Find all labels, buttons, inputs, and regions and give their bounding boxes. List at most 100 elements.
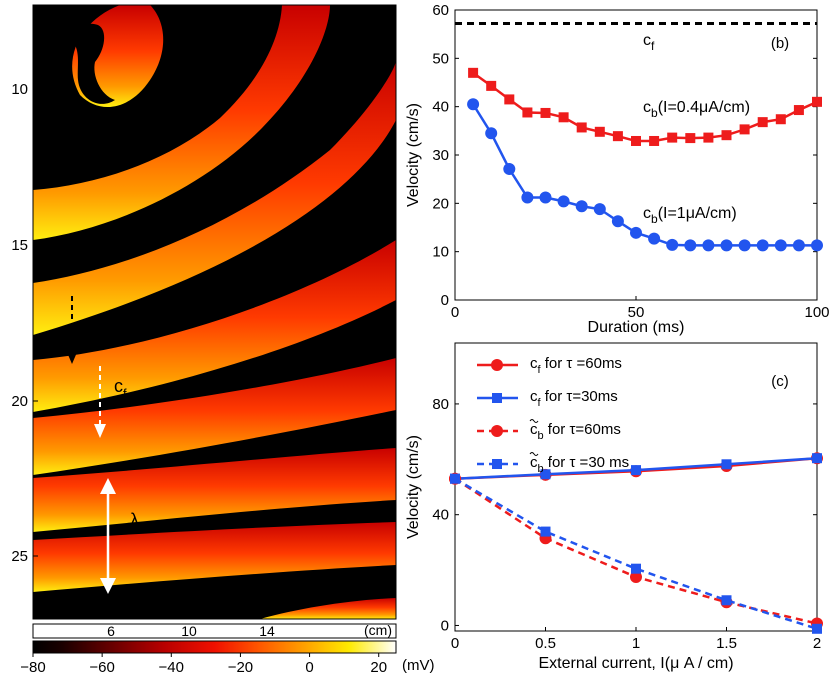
data-marker-square <box>631 563 641 574</box>
distance-strip <box>32 623 397 639</box>
wave-band-4 <box>33 448 396 532</box>
panel-c-y-tick-label: 40 <box>432 507 449 524</box>
lambda-arrow-head-top <box>100 478 116 494</box>
data-marker-square <box>594 126 605 137</box>
data-marker-square <box>540 526 551 537</box>
panel-c-xlabel: External current, I(μ A / cm) <box>538 655 733 672</box>
panel-b-y-tick-label: 40 <box>432 99 449 116</box>
data-marker-square <box>649 135 660 146</box>
data-marker-circle <box>521 191 534 204</box>
data-marker-circle <box>684 239 697 252</box>
data-marker-square <box>540 469 551 480</box>
cf-arrow-head <box>94 424 106 438</box>
panel-c-axes: 0 40 80 0 0.5 1 1.5 2 <box>432 396 821 652</box>
data-marker-square <box>504 94 515 105</box>
panel-c-label: (c) <box>771 373 789 390</box>
data-marker-square <box>492 459 502 469</box>
data-marker-circle <box>630 226 642 239</box>
spiral-tip <box>74 23 115 104</box>
tilde-mark <box>529 452 539 456</box>
data-marker-circle <box>720 239 733 252</box>
panel-c-frame <box>454 342 818 632</box>
panel-a-y-ticks: 10 15 20 25 <box>11 81 38 565</box>
data-marker-square <box>468 67 479 78</box>
panel-a-y-tick-label: 15 <box>11 237 28 254</box>
wave-band-2 <box>33 240 396 412</box>
data-marker-square <box>631 135 641 146</box>
panel-a: (a) 10 15 20 25 cb cf λ 6 10 14 (cm) −80 −60 −4… <box>11 4 435 676</box>
panel-a-x-tick-label: 6 <box>107 623 115 639</box>
panel-c-x-tick-label: 1.5 <box>716 635 737 652</box>
data-marker-square <box>793 105 804 116</box>
panel-b-ylabel: Velocity (cm/s) <box>405 103 422 207</box>
panel-b-y-tick-label: 60 <box>432 2 449 19</box>
cf-annotation: cf <box>114 376 127 401</box>
data-marker-square <box>450 473 460 484</box>
colorbar-tick-label: 20 <box>370 659 387 676</box>
legend-entry-label: cf for τ =60ms <box>530 355 622 376</box>
colorbar-unit: (mV) <box>402 657 435 674</box>
data-marker-circle <box>611 215 624 228</box>
panel-b-axes: 0 10 20 30 40 50 60 0 50 100 <box>432 2 829 321</box>
panel-b-xlabel: Duration (ms) <box>588 319 685 336</box>
data-marker-square <box>612 131 623 142</box>
wave-band-3 <box>33 358 396 475</box>
data-marker-square <box>667 132 678 143</box>
data-marker-circle <box>491 359 503 371</box>
data-marker-square <box>812 453 822 464</box>
data-marker-square <box>721 595 732 606</box>
colorbar <box>32 640 397 654</box>
data-marker-circle <box>630 571 642 583</box>
cb-annotation: cb <box>85 314 101 339</box>
data-marker-circle <box>811 239 823 252</box>
cf-line-label: cf <box>643 32 655 53</box>
colorbar-ticks: −80 −60 −40 −20 0 20 <box>20 653 387 676</box>
panel-c-x-tick-label: 0 <box>451 635 459 652</box>
panel-c-x-tick-label: 1 <box>632 635 640 652</box>
wave-band-0 <box>33 5 330 240</box>
panel-b-x-tick-label: 0 <box>451 304 459 321</box>
data-marker-circle <box>792 239 805 252</box>
series-label-cb-1: cb(I=1μA/cm) <box>643 205 737 226</box>
lambda-arrow-head-bottom <box>100 578 116 594</box>
data-marker-square <box>739 124 750 135</box>
data-marker-square <box>721 459 732 470</box>
panel-a-label: (a) <box>336 42 354 59</box>
data-marker-circle <box>557 195 570 208</box>
data-marker-circle <box>702 239 715 252</box>
panel-b-x-tick-label: 50 <box>628 304 645 321</box>
distance-unit: (cm) <box>364 622 392 638</box>
panel-c-series <box>449 452 823 634</box>
colorbar-tick-label: −80 <box>20 659 45 676</box>
colorbar-tick-label: −20 <box>228 659 253 676</box>
panel-a-y-tick-label: 25 <box>11 548 28 565</box>
panel-b-y-tick-label: 30 <box>432 147 449 164</box>
legend-entry-label: cb for τ =30 ms <box>530 454 629 475</box>
data-marker-circle <box>503 163 516 176</box>
data-marker-square <box>486 80 497 91</box>
panel-c-y-tick-label: 80 <box>432 396 449 413</box>
data-marker-circle <box>738 239 751 252</box>
data-marker-circle <box>575 200 588 213</box>
panel-b-series <box>467 67 823 252</box>
panel-c-ylabel: Velocity (cm/s) <box>405 435 422 539</box>
data-marker-circle <box>485 127 498 140</box>
panel-a-y-tick-label: 20 <box>11 393 28 410</box>
data-marker-square <box>812 96 822 107</box>
wave-band-6 <box>260 598 396 619</box>
panel-a-x-ticks: 6 10 14 <box>107 623 275 639</box>
panel-b-y-tick-label: 50 <box>432 50 449 67</box>
panel-a-y-tick-label: 10 <box>11 81 28 98</box>
panel-b-label: (b) <box>771 35 789 52</box>
colorbar-tick-label: −40 <box>159 659 184 676</box>
data-marker-square <box>703 132 714 143</box>
data-marker-square <box>685 133 696 144</box>
data-marker-circle <box>648 232 661 245</box>
data-marker-square <box>558 112 569 123</box>
data-marker-square <box>540 107 551 118</box>
colorbar-tick-label: −60 <box>89 659 114 676</box>
panel-c-x-tick-label: 0.5 <box>535 635 556 652</box>
panel-a-x-tick-label: 10 <box>181 623 197 639</box>
